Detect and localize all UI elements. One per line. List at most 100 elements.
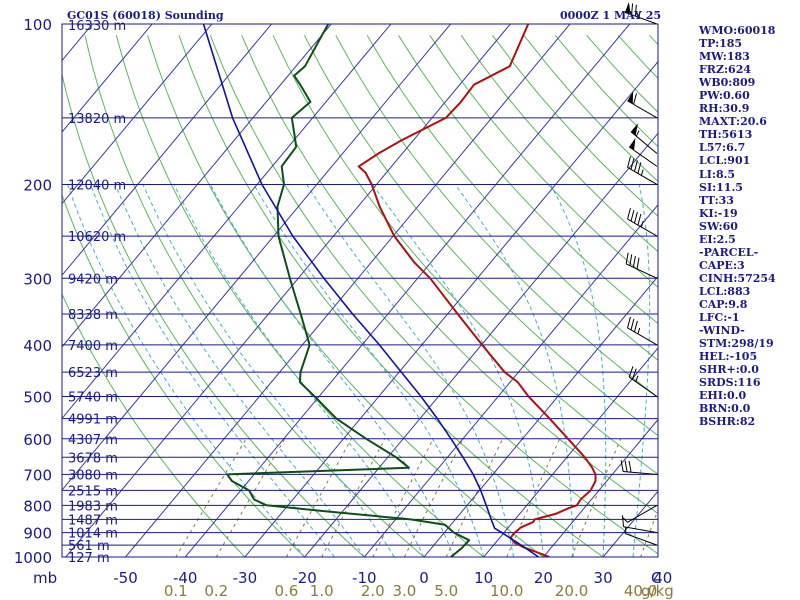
height-label: 16330 m <box>68 19 126 34</box>
temperature-tick-label: 30 <box>594 569 613 587</box>
isotherm <box>0 12 43 568</box>
barb-flag <box>629 254 633 266</box>
barb-half-flag <box>638 11 641 18</box>
isotherm <box>62 24 392 420</box>
mixing-ratio-label: 0.1 <box>164 582 188 600</box>
y-axis-unit: mb <box>33 569 57 587</box>
index-item: BRN:0.0 <box>699 402 751 416</box>
height-label: 7400 m <box>68 339 118 354</box>
barb-staff <box>627 218 658 237</box>
wind-barb <box>625 252 658 279</box>
dry-adiabat <box>62 293 246 557</box>
dry-adiabat <box>241 35 658 515</box>
dewpoint-line <box>226 24 471 557</box>
wind-barb <box>628 137 658 167</box>
barb-pennant <box>630 123 639 136</box>
isotherm <box>184 24 631 557</box>
temperature-tick-label: -50 <box>113 569 138 587</box>
isotherm <box>244 60 658 557</box>
barb-staff <box>624 11 658 25</box>
mixing-ratio-label: 20.0 <box>555 582 588 600</box>
index-item: KI:-19 <box>699 206 738 220</box>
index-item: PW:0.60 <box>699 89 750 103</box>
isotherm <box>303 132 658 557</box>
barb-flag <box>633 93 638 105</box>
barb-staff <box>627 167 658 185</box>
isotherm <box>542 418 658 557</box>
index-item: CAPE:3 <box>699 258 745 272</box>
temperature-tick-label: 10 <box>474 569 493 587</box>
height-label: 6523 m <box>68 366 118 381</box>
mixing-ratio-label: 0.6 <box>274 582 298 600</box>
isotherm <box>62 24 153 133</box>
dry-adiabat <box>366 35 658 361</box>
index-item: STM:298/19 <box>699 337 774 351</box>
height-label: 127 m <box>68 551 110 566</box>
barb-staff <box>623 526 658 534</box>
barb-flag <box>632 255 636 268</box>
mixing-ratio-label: 2.0 <box>361 582 385 600</box>
index-item: WB0:809 <box>699 76 756 90</box>
barb-pennant <box>625 2 631 15</box>
temperature-tick-label: -20 <box>292 569 317 587</box>
barb-half-flag <box>640 221 644 228</box>
index-item: SHR+:0.0 <box>699 363 759 377</box>
height-label: 2515 m <box>68 484 118 499</box>
index-item: SI:11.5 <box>699 180 743 194</box>
barb-flag <box>631 3 634 15</box>
pressure-tick-label: 900 <box>23 525 52 543</box>
mixing-ratio-unit: g/kg <box>641 582 674 600</box>
dry-adiabat <box>460 35 658 253</box>
barb-flag <box>633 320 638 333</box>
barb-half-flag <box>640 169 644 176</box>
index-item: WMO:60018 <box>699 24 776 37</box>
wind-barb <box>621 515 658 534</box>
wind-barb <box>624 527 658 546</box>
moist-adiabat <box>90 184 335 557</box>
pressure-tick-label: 200 <box>23 176 52 194</box>
mixing-ratio-label: 5.0 <box>434 582 458 600</box>
dry-adiabat <box>335 35 658 399</box>
wind-barbs <box>620 2 658 546</box>
barb-flag <box>631 368 637 380</box>
barb-flag <box>637 162 642 174</box>
index-item: EHI:0.0 <box>699 389 747 403</box>
pressure-tick-label: 300 <box>23 270 52 288</box>
height-label: 4991 m <box>68 413 118 428</box>
height-label: 4307 m <box>68 433 118 448</box>
index-panel: WMO:60018 TP:185 MW:183 FRZ:624 WB0:809 PW:0.… <box>699 24 776 428</box>
barb-staff <box>628 146 658 167</box>
temperature-tick-labels: -50 -40 -30 -20 -10 0 10 20 30 40 <box>113 569 672 587</box>
index-item: TH:5613 <box>699 128 753 142</box>
barb-staff <box>625 263 658 279</box>
pressure-tick-label: 100 <box>23 16 52 34</box>
wind-barb <box>624 2 658 25</box>
isotherm <box>483 347 658 557</box>
mixing-ratio-labels: 0.1 0.2 0.6 1.0 2.0 3.0 5.0 10.0 20.0 40.0 <box>164 582 657 600</box>
index-item: TP:185 <box>699 37 743 51</box>
barb-pennant <box>629 137 636 151</box>
isotherm <box>62 24 213 205</box>
height-label: 561 m <box>68 539 110 554</box>
barb-flag <box>628 460 632 473</box>
dry-adiabat <box>429 35 658 288</box>
parcel-line <box>202 24 540 557</box>
isotherm <box>62 24 273 277</box>
barb-half-flag <box>624 527 627 534</box>
barb-flag <box>624 460 628 472</box>
dry-adiabat <box>303 35 658 437</box>
index-item: MAXT:20.6 <box>699 115 767 129</box>
wind-barb <box>627 156 658 185</box>
height-label: 8338 m <box>68 308 118 323</box>
barb-flag <box>627 316 631 329</box>
barb-staff <box>624 533 658 546</box>
index-item: CAP:9.8 <box>699 297 748 311</box>
height-labels: 16330 m 13820 m 12040 m 10620 m 9420 m 8338 m… <box>68 19 126 566</box>
barb-half-flag <box>622 517 628 523</box>
temperature-tick-label: -30 <box>233 569 258 587</box>
wind-barb <box>627 316 658 346</box>
isotherms <box>0 12 658 568</box>
index-item: RH:30.9 <box>699 102 750 116</box>
index-item: -WIND- <box>699 324 745 338</box>
